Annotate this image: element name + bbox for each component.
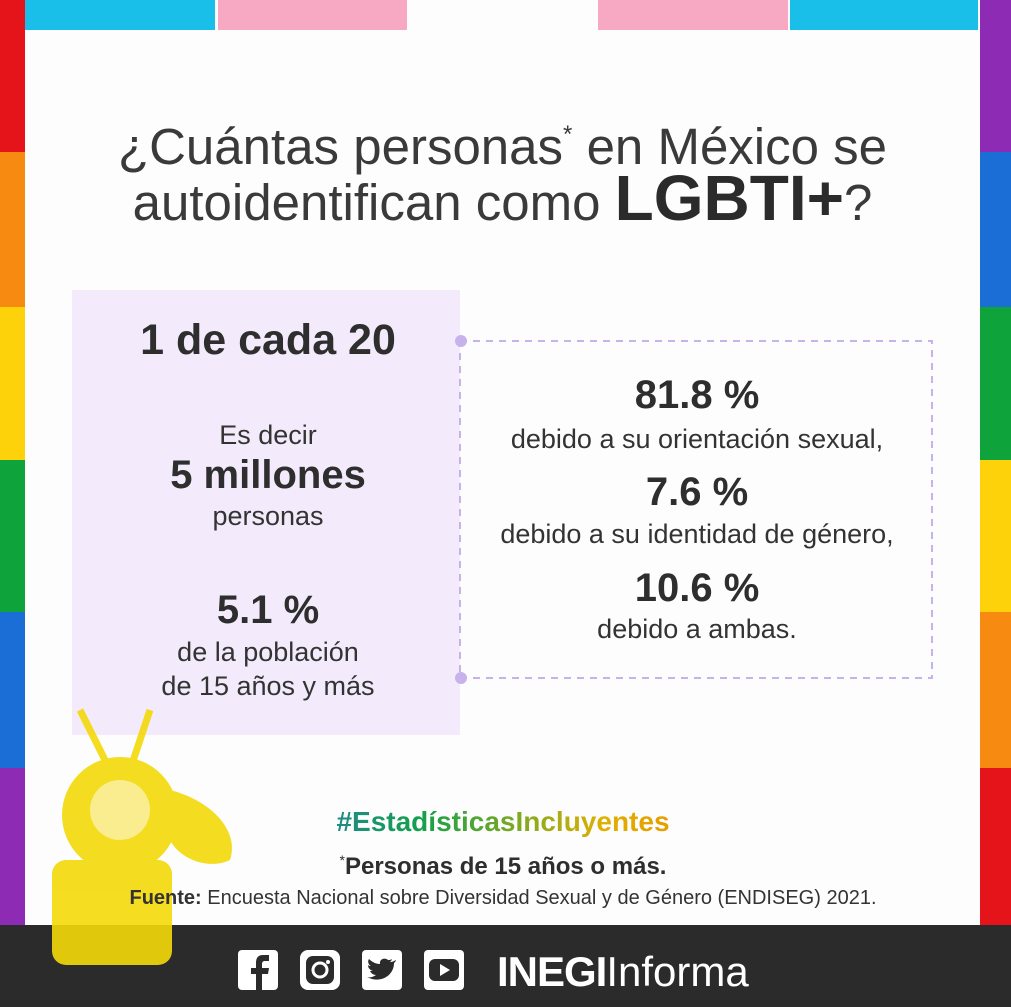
note-asterisk: * — [339, 852, 345, 868]
count: 5 millones — [170, 453, 366, 497]
note: *Personas de 15 años o más. — [0, 852, 1006, 881]
item-reason: debido a ambas. — [597, 614, 797, 644]
intro: Es decir — [219, 420, 317, 450]
item-percent: 7.6 % — [645, 470, 749, 514]
title-line-2: autoidentifican como LGBTI+? — [40, 166, 965, 233]
title-text: en México se — [586, 118, 888, 175]
brand-suffix: Informa — [606, 948, 749, 995]
title-text: ¿Cuántas personas — [117, 118, 564, 175]
source: Fuente: Encuesta Nacional sobre Diversid… — [88, 887, 918, 910]
count-unit: personas — [212, 501, 324, 531]
item-reason: debido a su orientación sexual, — [510, 424, 884, 454]
brand: INEGIInforma — [497, 948, 749, 996]
brand-name: INEGI — [497, 948, 607, 995]
ratio: 1 de cada 20 — [140, 316, 396, 364]
title-emphasis: LGBTI+ — [614, 162, 844, 234]
percent-text: de la población — [177, 637, 359, 667]
percent-text: de 15 años y más — [161, 671, 375, 701]
title-line-1: ¿Cuántas personas* en México se — [40, 105, 965, 177]
source-text: Encuesta Nacional sobre Diversidad Sexua… — [207, 887, 877, 909]
note-text: Personas de 15 años o más. — [344, 853, 667, 880]
item-reason: debido a su identidad de género, — [500, 519, 894, 549]
title-asterisk: * — [563, 121, 573, 148]
source-label: Fuente: — [129, 887, 202, 909]
item-percent: 10.6 % — [634, 566, 760, 610]
item-percent: 81.8 % — [634, 373, 760, 417]
watermark — [52, 708, 232, 965]
title-text: ? — [843, 174, 873, 231]
hashtag: #EstadísticasIncluyentes — [0, 806, 1006, 838]
title-text: autoidentifican como — [132, 174, 601, 231]
percent: 5.1 % — [216, 588, 320, 632]
